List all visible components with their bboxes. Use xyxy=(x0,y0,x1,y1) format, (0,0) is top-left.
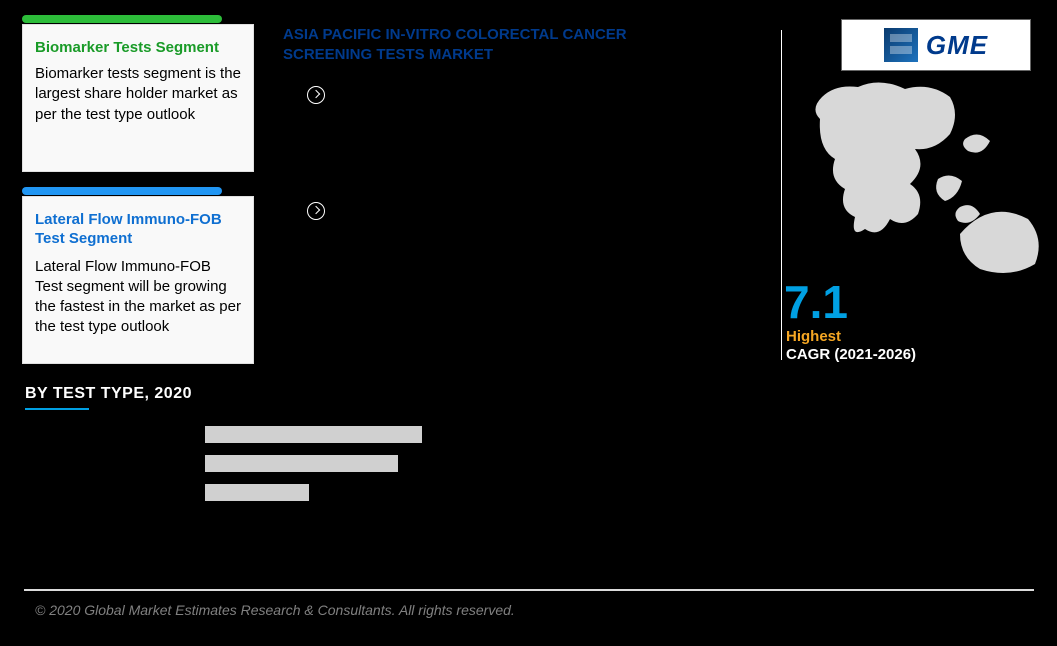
callout-card-lateral-flow: Lateral Flow Immuno-FOB Test Segment Lat… xyxy=(22,196,254,364)
asia-pacific-map-icon xyxy=(810,79,1045,279)
chevron-right-icon xyxy=(307,86,325,104)
bar-fill xyxy=(309,484,395,501)
footer-divider xyxy=(24,589,1034,591)
logo: GME xyxy=(841,19,1031,71)
card-title: Lateral Flow Immuno-FOB Test Segment xyxy=(35,211,241,249)
chevron-right-icon xyxy=(307,202,325,220)
logo-text: GME xyxy=(926,30,988,61)
card-body: Lateral Flow Immuno-FOB Test segment wil… xyxy=(35,257,241,338)
copyright: © 2020 Global Market Estimates Research … xyxy=(35,602,515,618)
bar-bg xyxy=(205,484,395,501)
cagr-period: CAGR (2021-2026) xyxy=(786,346,916,363)
section-title: BY TEST TYPE, 2020 xyxy=(25,385,192,403)
globe-icon xyxy=(884,28,918,62)
bar-fill xyxy=(422,426,440,443)
cagr-highest: Highest xyxy=(786,328,841,345)
bar-bg xyxy=(205,426,440,443)
bar-chart xyxy=(205,426,440,513)
card-tab-blue xyxy=(22,187,222,195)
cagr-value: 7.1 xyxy=(784,275,848,329)
bar-fill xyxy=(398,455,423,472)
section-underline xyxy=(25,408,89,410)
page-title: ASIA PACIFIC IN-VITRO COLORECTAL CANCER … xyxy=(283,25,663,66)
callout-card-biomarker: Biomarker Tests Segment Biomarker tests … xyxy=(22,24,254,172)
bar-row xyxy=(205,426,440,443)
card-tab-green xyxy=(22,15,222,23)
bar-row xyxy=(205,455,440,472)
bar-row xyxy=(205,484,440,501)
card-body: Biomarker tests segment is the largest s… xyxy=(35,64,241,125)
vertical-divider xyxy=(781,30,782,360)
bar-bg xyxy=(205,455,423,472)
card-title: Biomarker Tests Segment xyxy=(35,39,241,56)
